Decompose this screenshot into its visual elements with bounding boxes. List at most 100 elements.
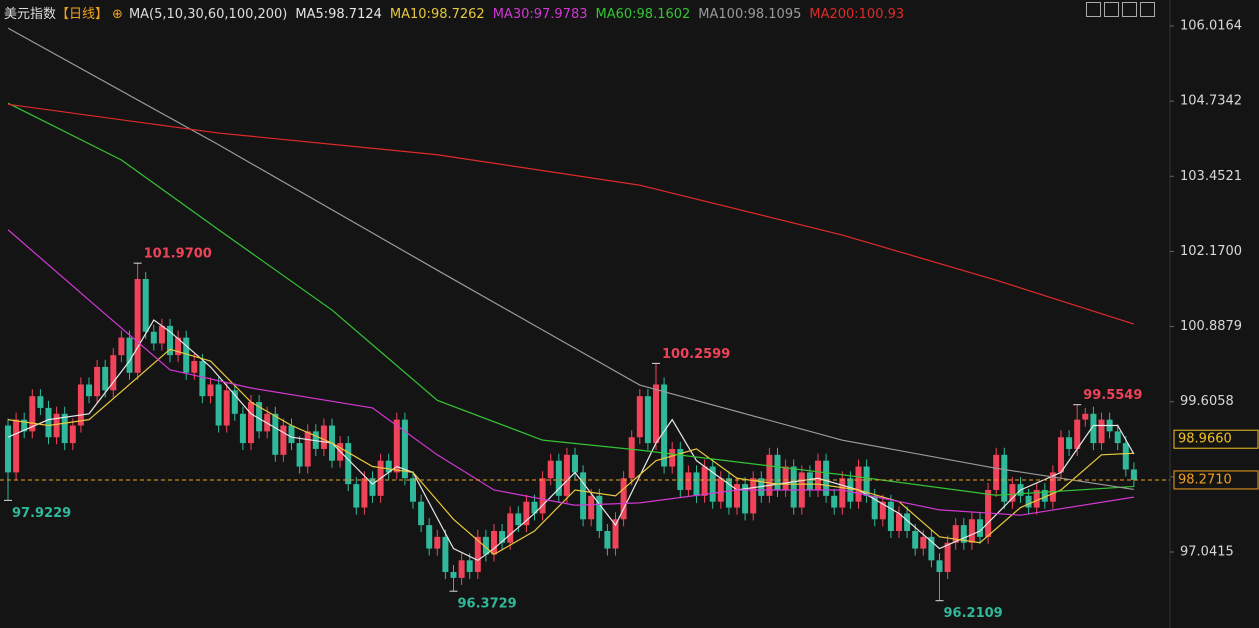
candle-body bbox=[863, 466, 870, 496]
candle-body bbox=[572, 454, 578, 473]
y-tick-label: 102.1700 bbox=[1180, 244, 1242, 259]
extreme-label: 96.2109 bbox=[944, 606, 1003, 621]
legend: MA5:98.7124 MA10:98.7262 MA30:97.9783 MA60:… bbox=[295, 7, 912, 22]
candle-body bbox=[596, 495, 603, 532]
candle-body bbox=[523, 501, 530, 526]
ma-line bbox=[7, 348, 1134, 556]
candle-body bbox=[1122, 443, 1129, 470]
candle-body bbox=[158, 325, 165, 344]
candle-body bbox=[806, 472, 813, 490]
candle-body bbox=[774, 454, 781, 490]
candle-body bbox=[604, 531, 611, 549]
candle-body bbox=[1058, 437, 1064, 473]
candle-body bbox=[29, 396, 36, 432]
candle-body bbox=[1033, 489, 1040, 508]
candle-body bbox=[653, 384, 659, 444]
candle-body bbox=[207, 384, 214, 397]
candle-body bbox=[223, 390, 230, 426]
candle-body bbox=[790, 466, 797, 508]
candle-body bbox=[782, 466, 789, 490]
candle-body bbox=[1098, 419, 1105, 444]
legend-entry: MA5:98.7124 bbox=[295, 7, 382, 22]
candle-body bbox=[77, 384, 84, 426]
candle-body bbox=[661, 384, 668, 467]
candle-body bbox=[912, 531, 919, 549]
candle-body bbox=[669, 448, 676, 467]
candle-body bbox=[734, 484, 740, 508]
candle-body bbox=[896, 513, 902, 532]
extreme-label: 97.9229 bbox=[12, 506, 71, 521]
add-icon[interactable]: ⊕ bbox=[112, 7, 123, 22]
candle-body bbox=[750, 478, 757, 514]
subtitle: MA(5,10,30,60,100,200) bbox=[128, 7, 288, 22]
y-tick-label: 100.8879 bbox=[1180, 319, 1242, 334]
candle-body bbox=[482, 536, 489, 555]
candle-body bbox=[434, 536, 441, 549]
candle-body bbox=[345, 443, 352, 485]
candle-body bbox=[636, 396, 643, 438]
tool-icon[interactable] bbox=[1104, 2, 1119, 17]
y-tick-label: 104.7342 bbox=[1180, 94, 1242, 109]
candle-body bbox=[620, 478, 627, 520]
candle-body bbox=[94, 366, 101, 397]
candle-body bbox=[410, 478, 416, 502]
tool-icon[interactable] bbox=[1086, 2, 1101, 17]
tool-icon[interactable] bbox=[1140, 2, 1155, 17]
candle-body bbox=[815, 460, 821, 490]
candle-body bbox=[879, 501, 886, 520]
candle-body bbox=[960, 525, 967, 543]
toolbar bbox=[1086, 2, 1155, 17]
candle-body bbox=[977, 519, 983, 537]
candle-body bbox=[256, 402, 263, 432]
candle-body bbox=[86, 384, 92, 397]
candle-body bbox=[1114, 431, 1121, 444]
tool-icon[interactable] bbox=[1122, 2, 1137, 17]
candle-body bbox=[709, 466, 716, 502]
candle-body bbox=[499, 531, 506, 543]
candle-body bbox=[725, 478, 732, 508]
candle-body bbox=[296, 443, 303, 467]
candle-body bbox=[928, 536, 935, 561]
candle-body bbox=[288, 425, 295, 444]
candle-body bbox=[118, 337, 125, 356]
candle-body bbox=[644, 396, 651, 444]
legend-entry: MA100:98.1095 bbox=[698, 7, 802, 22]
candle-body bbox=[272, 413, 279, 455]
ma-line bbox=[7, 229, 1134, 516]
candle-body bbox=[167, 325, 173, 356]
header: 美元指数【日线】 ⊕ MA(5,10,30,60,100,200) MA5:98.71… bbox=[4, 3, 920, 22]
extreme-label: 99.5549 bbox=[1083, 388, 1142, 403]
price-box bbox=[1173, 470, 1259, 490]
candle-body bbox=[69, 425, 76, 444]
candle-body bbox=[993, 454, 1000, 490]
candle-body bbox=[677, 448, 684, 490]
candle-body bbox=[580, 472, 587, 520]
candle-body bbox=[1025, 495, 1032, 508]
candle-body bbox=[134, 278, 141, 373]
candle-body bbox=[507, 513, 514, 543]
candle-body bbox=[61, 413, 68, 444]
candle-body bbox=[1049, 472, 1056, 502]
candle-body bbox=[21, 419, 28, 432]
candle-body bbox=[531, 501, 538, 514]
candle-body bbox=[539, 478, 546, 514]
candle-body bbox=[304, 431, 311, 467]
candle-body bbox=[401, 419, 408, 479]
chart-title: 美元指数 bbox=[4, 7, 57, 22]
y-tick-label: 106.0164 bbox=[1180, 18, 1242, 33]
y-tick-label: 103.4521 bbox=[1180, 169, 1242, 184]
extreme-label: 101.9700 bbox=[144, 247, 212, 262]
candle-body bbox=[1090, 413, 1097, 444]
candle-body bbox=[823, 460, 830, 496]
candle-body bbox=[45, 407, 52, 438]
period[interactable]: 【日线】 bbox=[56, 7, 109, 22]
candle-body bbox=[855, 466, 862, 502]
legend-entry: MA60:98.1602 bbox=[595, 7, 691, 22]
extreme-label: 96.3729 bbox=[458, 597, 517, 612]
candle-body bbox=[515, 513, 522, 526]
candle-body bbox=[320, 425, 327, 449]
candle-body bbox=[1041, 489, 1048, 502]
legend-entry: MA10:98.7262 bbox=[389, 7, 485, 22]
ma-line bbox=[7, 102, 1134, 496]
